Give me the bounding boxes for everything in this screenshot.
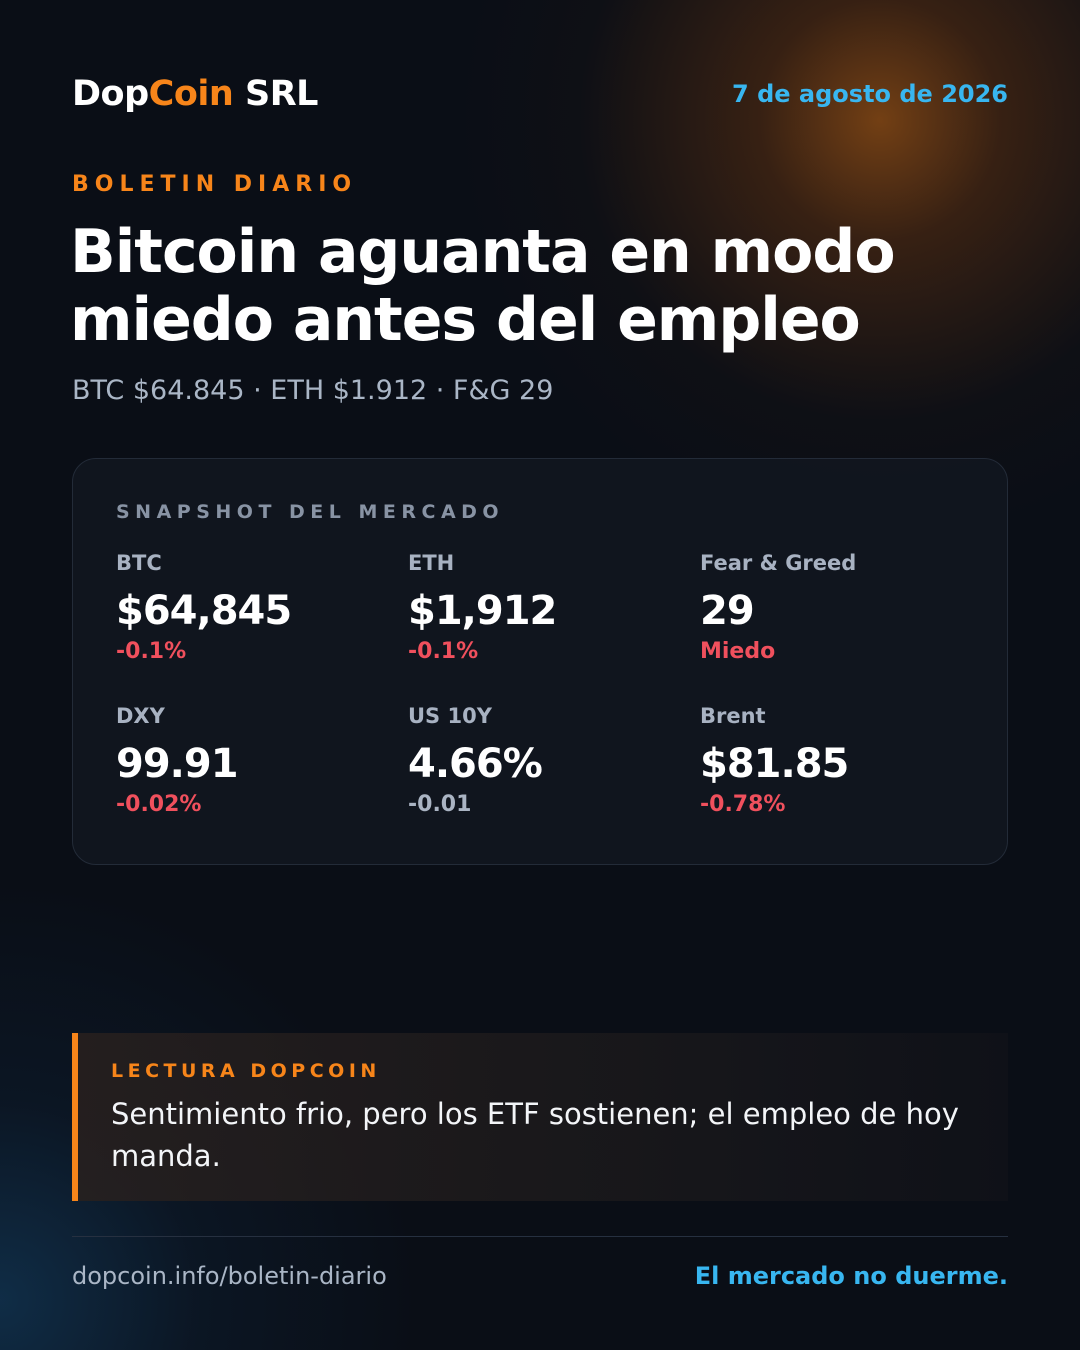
brand-name-dop: Dop (72, 74, 149, 114)
metric-change: -0.1% (116, 639, 187, 664)
metric-change: -0.01 (408, 792, 472, 817)
metric-label: US 10Y (408, 704, 492, 728)
metric-value: $1,912 (408, 588, 557, 634)
price-summary: BTC $64.845 · ETH $1.912 · F&G 29 (72, 375, 554, 406)
issue-date: 7 de agosto de 2026 (732, 80, 1008, 108)
metric-btc: BTC $64,845 -0.1% (116, 551, 376, 664)
metric-label: ETH (408, 551, 455, 575)
reading-text: Sentimiento frio, pero los ETF sostienen… (111, 1097, 959, 1173)
footer-url-link[interactable]: dopcoin.info/boletin-diario (72, 1262, 387, 1290)
metric-fear-greed: Fear & Greed 29 Miedo (700, 551, 960, 664)
footer-divider (72, 1236, 1008, 1237)
metric-eth: ETH $1,912 -0.1% (408, 551, 668, 664)
snapshot-title: SNAPSHOT DEL MERCADO (116, 501, 505, 523)
metric-change: -0.02% (116, 792, 202, 817)
metric-dxy: DXY 99.91 -0.02% (116, 704, 376, 817)
metric-value: 99.91 (116, 741, 239, 787)
metric-change: Miedo (700, 639, 776, 664)
reading-title: LECTURA DOPCOIN (111, 1060, 381, 1082)
metric-value: 4.66% (408, 741, 543, 787)
metric-label: Fear & Greed (700, 551, 857, 575)
market-snapshot-card: SNAPSHOT DEL MERCADO BTC $64,845 -0.1% E… (72, 458, 1008, 865)
footer-tagline: El mercado no duerme. (694, 1262, 1008, 1290)
dopcoin-reading-callout: LECTURA DOPCOIN Sentimiento frio, pero l… (72, 1033, 1008, 1201)
metric-change: -0.1% (408, 639, 479, 664)
headline: Bitcoin aguanta en modo miedo antes del … (70, 217, 896, 355)
section-kicker: BOLETIN DIARIO (72, 172, 358, 197)
metric-value: $64,845 (116, 588, 292, 634)
brand-name-srl: SRL (233, 74, 318, 114)
metric-brent: Brent $81.85 -0.78% (700, 704, 960, 817)
metric-label: Brent (700, 704, 766, 728)
metric-change: -0.78% (700, 792, 786, 817)
brand-name-coin: Coin (148, 74, 234, 114)
brand-logo: DopCoin SRL (72, 74, 318, 114)
metric-value: $81.85 (700, 741, 849, 787)
metric-label: DXY (116, 704, 165, 728)
metric-label: BTC (116, 551, 162, 575)
metric-value: 29 (700, 588, 755, 634)
metric-us10y: US 10Y 4.66% -0.01 (408, 704, 668, 817)
